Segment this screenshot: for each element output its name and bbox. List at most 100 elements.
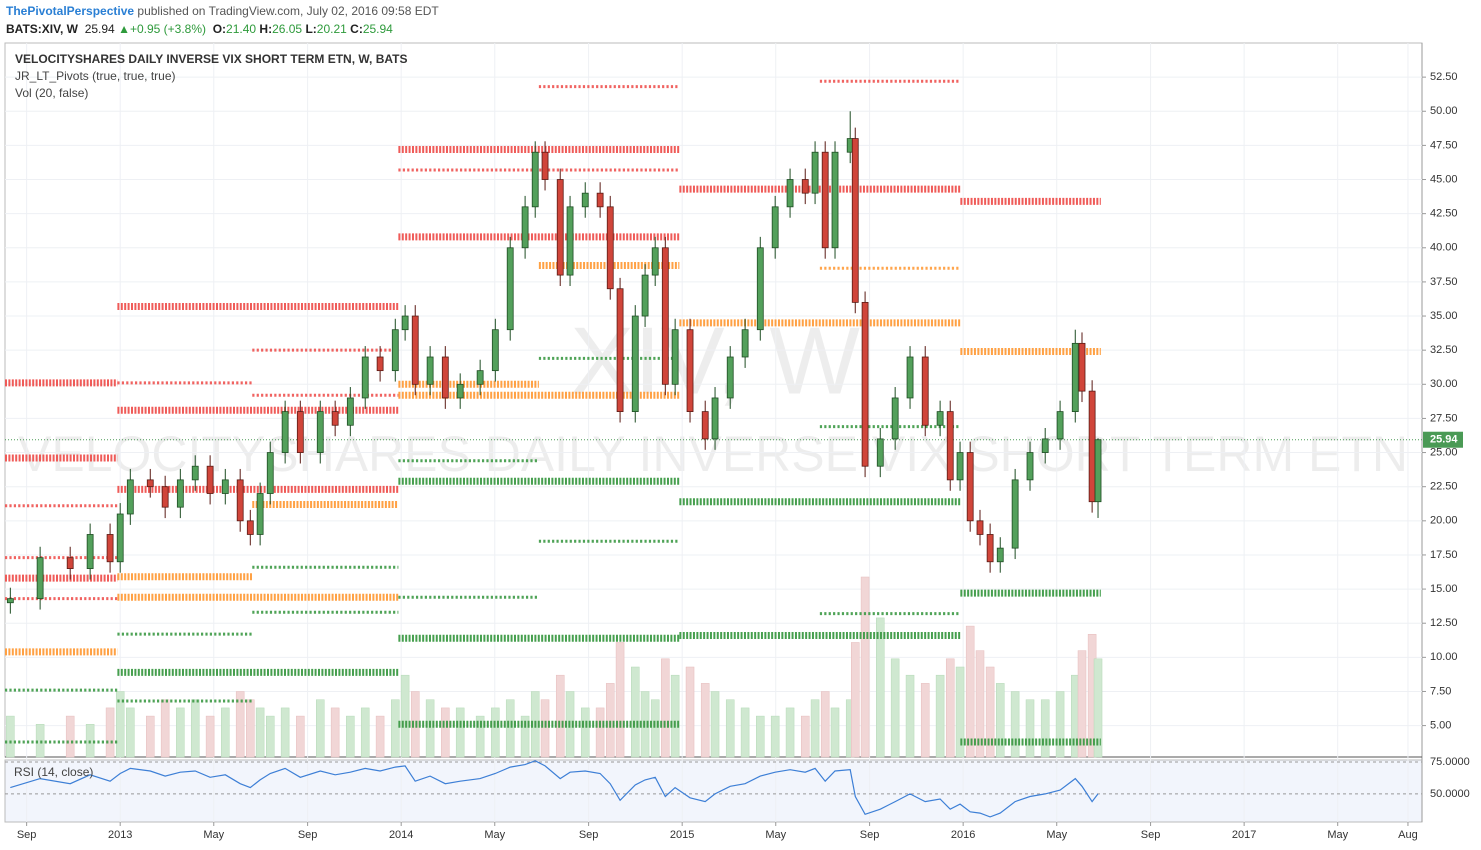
candle-body bbox=[986, 534, 994, 563]
candle-body bbox=[1011, 479, 1019, 549]
indicator-label: Vol (20, false) bbox=[15, 86, 88, 100]
y-tick-label: 22.50 bbox=[1430, 481, 1458, 493]
candle-body bbox=[956, 452, 964, 481]
candle-body bbox=[361, 356, 369, 399]
candle-body bbox=[401, 315, 409, 331]
candle-body bbox=[1078, 342, 1086, 392]
volume-bar bbox=[995, 683, 1005, 758]
candle-body bbox=[686, 329, 694, 413]
symbol: BATS:XIV, W bbox=[6, 22, 79, 36]
y-tick-label: 30.00 bbox=[1430, 378, 1458, 390]
volume-bar bbox=[221, 707, 230, 758]
y-tick-label: 42.50 bbox=[1430, 208, 1458, 220]
volume-bar bbox=[391, 699, 400, 758]
volume-bar bbox=[6, 715, 15, 758]
volume-bar bbox=[316, 699, 325, 758]
volume-bar bbox=[455, 707, 465, 758]
y-tick-label: 17.50 bbox=[1430, 549, 1458, 561]
x-tick-label: May bbox=[203, 829, 224, 841]
candle-body bbox=[206, 465, 214, 494]
x-tick-label: Sep bbox=[17, 829, 37, 841]
volume-bar bbox=[190, 699, 200, 758]
candle-body bbox=[851, 138, 859, 303]
volume-bar bbox=[630, 666, 640, 758]
candle-body bbox=[661, 247, 669, 385]
volume-bar bbox=[1077, 650, 1087, 758]
volume-bar bbox=[890, 658, 900, 758]
up-arrow: ▲ bbox=[118, 22, 130, 36]
volume-bar bbox=[540, 699, 550, 758]
volume-bar bbox=[176, 707, 185, 758]
chart-title: VELOCITYSHARES DAILY INVERSE VIX SHORT T… bbox=[15, 52, 408, 66]
published: published on TradingView.com, July 02, 2… bbox=[137, 4, 439, 18]
candle-body bbox=[801, 179, 809, 194]
rsi-pane bbox=[4, 759, 1423, 823]
volume-bar bbox=[935, 674, 945, 758]
volume-bar bbox=[1025, 699, 1035, 758]
candle-body bbox=[1041, 438, 1049, 453]
volume-bar bbox=[820, 691, 830, 758]
volume-bar bbox=[425, 699, 435, 758]
volume-bar bbox=[905, 674, 915, 758]
y-tick-label: 7.50 bbox=[1430, 685, 1451, 697]
rsi-line bbox=[10, 760, 1099, 818]
candle-body bbox=[541, 151, 549, 180]
volume-bar bbox=[235, 691, 245, 758]
y-tick-label: 52.50 bbox=[1430, 71, 1458, 83]
y-tick-label: 45.00 bbox=[1430, 173, 1458, 185]
author: ThePivotalPerspective bbox=[6, 4, 135, 18]
candle-body bbox=[66, 557, 74, 570]
volume-bar bbox=[740, 707, 750, 758]
y-tick-label: 5.00 bbox=[1430, 720, 1451, 732]
volume-bar bbox=[810, 699, 820, 758]
ohlc-label: C: bbox=[350, 22, 363, 36]
ohlc-value: 21.40 bbox=[226, 22, 257, 36]
volume-bar bbox=[246, 699, 255, 758]
volume-bar bbox=[346, 715, 355, 758]
candle-body bbox=[726, 356, 734, 399]
candle-body bbox=[191, 465, 199, 481]
ohlc: O:21.40 H:26.05 L:20.21 C:25.94 bbox=[213, 22, 393, 36]
volume-bar bbox=[605, 683, 615, 758]
candle-body bbox=[651, 247, 659, 276]
volume-bar bbox=[945, 658, 955, 758]
candle-body bbox=[476, 370, 484, 385]
y-tick-label: 35.00 bbox=[1430, 310, 1458, 322]
candle-body bbox=[711, 397, 719, 440]
candle-body bbox=[236, 479, 244, 522]
volume-bar bbox=[160, 699, 170, 758]
candle-body bbox=[281, 411, 289, 453]
x-tick-label: May bbox=[1046, 829, 1067, 841]
candle-body bbox=[641, 274, 649, 317]
volume-bar bbox=[555, 674, 565, 758]
candle-body bbox=[976, 520, 984, 535]
ohlc-value: 20.21 bbox=[316, 22, 347, 36]
candle-body bbox=[256, 493, 264, 535]
volume-bar bbox=[965, 625, 975, 758]
y-tick-label: 47.50 bbox=[1430, 139, 1458, 151]
x-tick-label: 2017 bbox=[1232, 829, 1256, 841]
volume-bar bbox=[756, 715, 765, 758]
ohlc-value: 25.94 bbox=[362, 22, 393, 36]
candle-body bbox=[1056, 411, 1064, 440]
y-tick-label: 37.50 bbox=[1430, 276, 1458, 288]
volume-bar bbox=[115, 691, 125, 758]
candle-body bbox=[456, 383, 464, 399]
candle-body bbox=[996, 547, 1004, 563]
volume-bar bbox=[661, 658, 670, 758]
candle-body bbox=[906, 356, 914, 399]
last-price: 25.94 bbox=[84, 22, 115, 36]
candle-body bbox=[1026, 452, 1034, 481]
volume-bar bbox=[520, 715, 530, 758]
rsi-tick-label: 75.0000 bbox=[1430, 756, 1470, 768]
volume-bar bbox=[205, 715, 215, 758]
volume-bar bbox=[400, 674, 410, 758]
y-tick-label: 40.00 bbox=[1430, 242, 1458, 254]
volume-bar bbox=[330, 707, 340, 758]
volume-bar bbox=[265, 715, 275, 758]
rsi-tick-label: 50.0000 bbox=[1430, 788, 1470, 800]
candle-body bbox=[531, 151, 539, 208]
candle-body bbox=[891, 397, 899, 440]
